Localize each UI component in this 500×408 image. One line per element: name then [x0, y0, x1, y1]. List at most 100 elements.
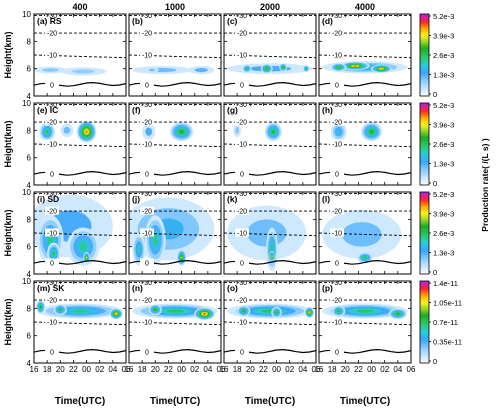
isotherm-label-bg	[45, 317, 59, 326]
contour-fill	[154, 308, 157, 311]
y-tick-label: 8	[27, 37, 32, 46]
isotherm-label: -30	[142, 191, 152, 198]
contour-fill	[396, 313, 400, 315]
isotherm-label: -30	[47, 191, 57, 198]
contour-fill	[308, 311, 311, 314]
isotherm-label: -10	[47, 53, 57, 60]
contour-fill	[235, 126, 240, 134]
panel-frame	[223, 191, 317, 275]
isotherm-label: -10	[142, 142, 152, 149]
panel-frame	[128, 191, 222, 275]
panel-label: (l)	[322, 194, 330, 204]
isotherm-label-bg	[140, 139, 154, 148]
contour-fill	[180, 256, 183, 259]
contour-fill	[194, 67, 208, 73]
x-tick-label: 16	[315, 365, 324, 374]
colorbar-tick-label: 2.6e-3	[433, 229, 454, 238]
isotherm-label-bg	[330, 347, 344, 356]
y-tick-label: 10	[22, 188, 31, 197]
isotherm-label-bg	[330, 28, 344, 37]
panel-label: (j)	[132, 194, 140, 204]
isotherm-label-bg	[140, 117, 154, 126]
isotherm-label: -20	[47, 31, 57, 38]
column-title: 400	[72, 2, 87, 12]
x-tick-label: 16	[220, 365, 229, 374]
isotherm-label-bg	[330, 295, 344, 304]
colorbar	[419, 13, 430, 97]
isotherm-label-bg	[330, 139, 344, 148]
isotherm-label-bg	[45, 50, 59, 59]
isotherm-label: -10	[47, 231, 57, 238]
contour-fill	[71, 309, 89, 313]
colorbar-tick-label: 2.6e-3	[433, 140, 454, 149]
x-tick-label: 02	[285, 365, 294, 374]
isotherm-label-bg	[235, 117, 249, 126]
x-tick-label: 02	[380, 365, 389, 374]
isotherm-label-bg	[45, 258, 59, 267]
isotherm-label-bg	[330, 50, 344, 59]
contour-fill	[337, 66, 340, 69]
isotherm-label-bg	[330, 192, 344, 197]
contour-fill	[275, 311, 278, 314]
x-tick-label: 18	[233, 365, 242, 374]
contour-fill	[47, 234, 54, 245]
panel-label: (d)	[322, 16, 333, 26]
contour-fill	[363, 256, 367, 259]
colorbar-tick-label: 1.4e-11	[433, 279, 458, 288]
y-tick-label: 8	[27, 215, 32, 224]
x-tick-label: 06	[407, 365, 416, 374]
y-tick-label: 4	[27, 92, 32, 101]
isotherm-label: -30	[332, 102, 342, 109]
isotherm-label-bg	[140, 206, 154, 215]
contour-fill	[85, 130, 88, 133]
colorbar	[419, 280, 430, 364]
isotherm-label-bg	[330, 169, 344, 178]
x-tick-label: 04	[203, 365, 212, 374]
panel-frame	[128, 13, 222, 97]
colorbar-tick-label: 1.05e-11	[433, 299, 462, 308]
isotherm-label: 0	[240, 83, 244, 90]
panel-label: (n)	[132, 283, 143, 293]
x-tick-label: 18	[43, 365, 52, 374]
isotherm-label-bg	[45, 228, 59, 237]
column-title: 2000	[260, 2, 280, 12]
panel-frame	[223, 13, 317, 97]
isotherm-label: 0	[240, 350, 244, 357]
x-tick-label: 20	[56, 365, 65, 374]
panel-frame	[318, 280, 412, 364]
panel-frame	[33, 191, 127, 275]
heatmap-field: -30 -20 -10 0	[129, 103, 221, 179]
heatmap-field: -30 -20 -10 0	[319, 14, 411, 90]
isotherm-label: 0	[335, 350, 339, 357]
panel-label: (c)	[227, 16, 238, 26]
contour-fill	[336, 129, 341, 135]
contour-fill	[203, 313, 206, 315]
isotherm-label: -20	[142, 120, 152, 127]
contour-fill	[246, 67, 248, 70]
isotherm-label: -30	[47, 13, 57, 20]
heatmap-field: -30 -20 -10 0	[224, 192, 316, 272]
colorbar-tick-label: 5.2e-3	[433, 12, 454, 21]
x-tick-label: 00	[272, 365, 281, 374]
isotherm-label-bg	[235, 258, 249, 267]
isotherm-label-bg	[45, 14, 59, 19]
colorbar-tick-label: 3.9e-3	[433, 32, 454, 41]
isotherm-label: -10	[332, 53, 342, 60]
heatmap-field: -30 -20 -10 0	[34, 13, 126, 90]
x-tick-label: 18	[328, 365, 337, 374]
heatmap-field: -30 -20 -10 0	[319, 281, 411, 357]
isotherm-label-bg	[140, 28, 154, 37]
x-tick-label: 18	[138, 365, 147, 374]
x-tick-label: 06	[312, 365, 321, 374]
x-axis-label: Time(UTC)	[55, 396, 105, 407]
isotherm-label: -10	[332, 231, 342, 238]
contour-fill	[80, 242, 87, 251]
panel-frame	[223, 280, 317, 364]
isotherm-label-bg	[140, 295, 154, 304]
isotherm-label: -30	[142, 13, 152, 20]
y-axis-label: Height(km)	[3, 120, 13, 167]
y-tick-label: 4	[27, 181, 32, 190]
colorbar-tick-label: 1.3e-3	[433, 160, 454, 169]
y-axis-label: Height(km)	[3, 31, 13, 78]
isotherm-label: -20	[142, 298, 152, 305]
